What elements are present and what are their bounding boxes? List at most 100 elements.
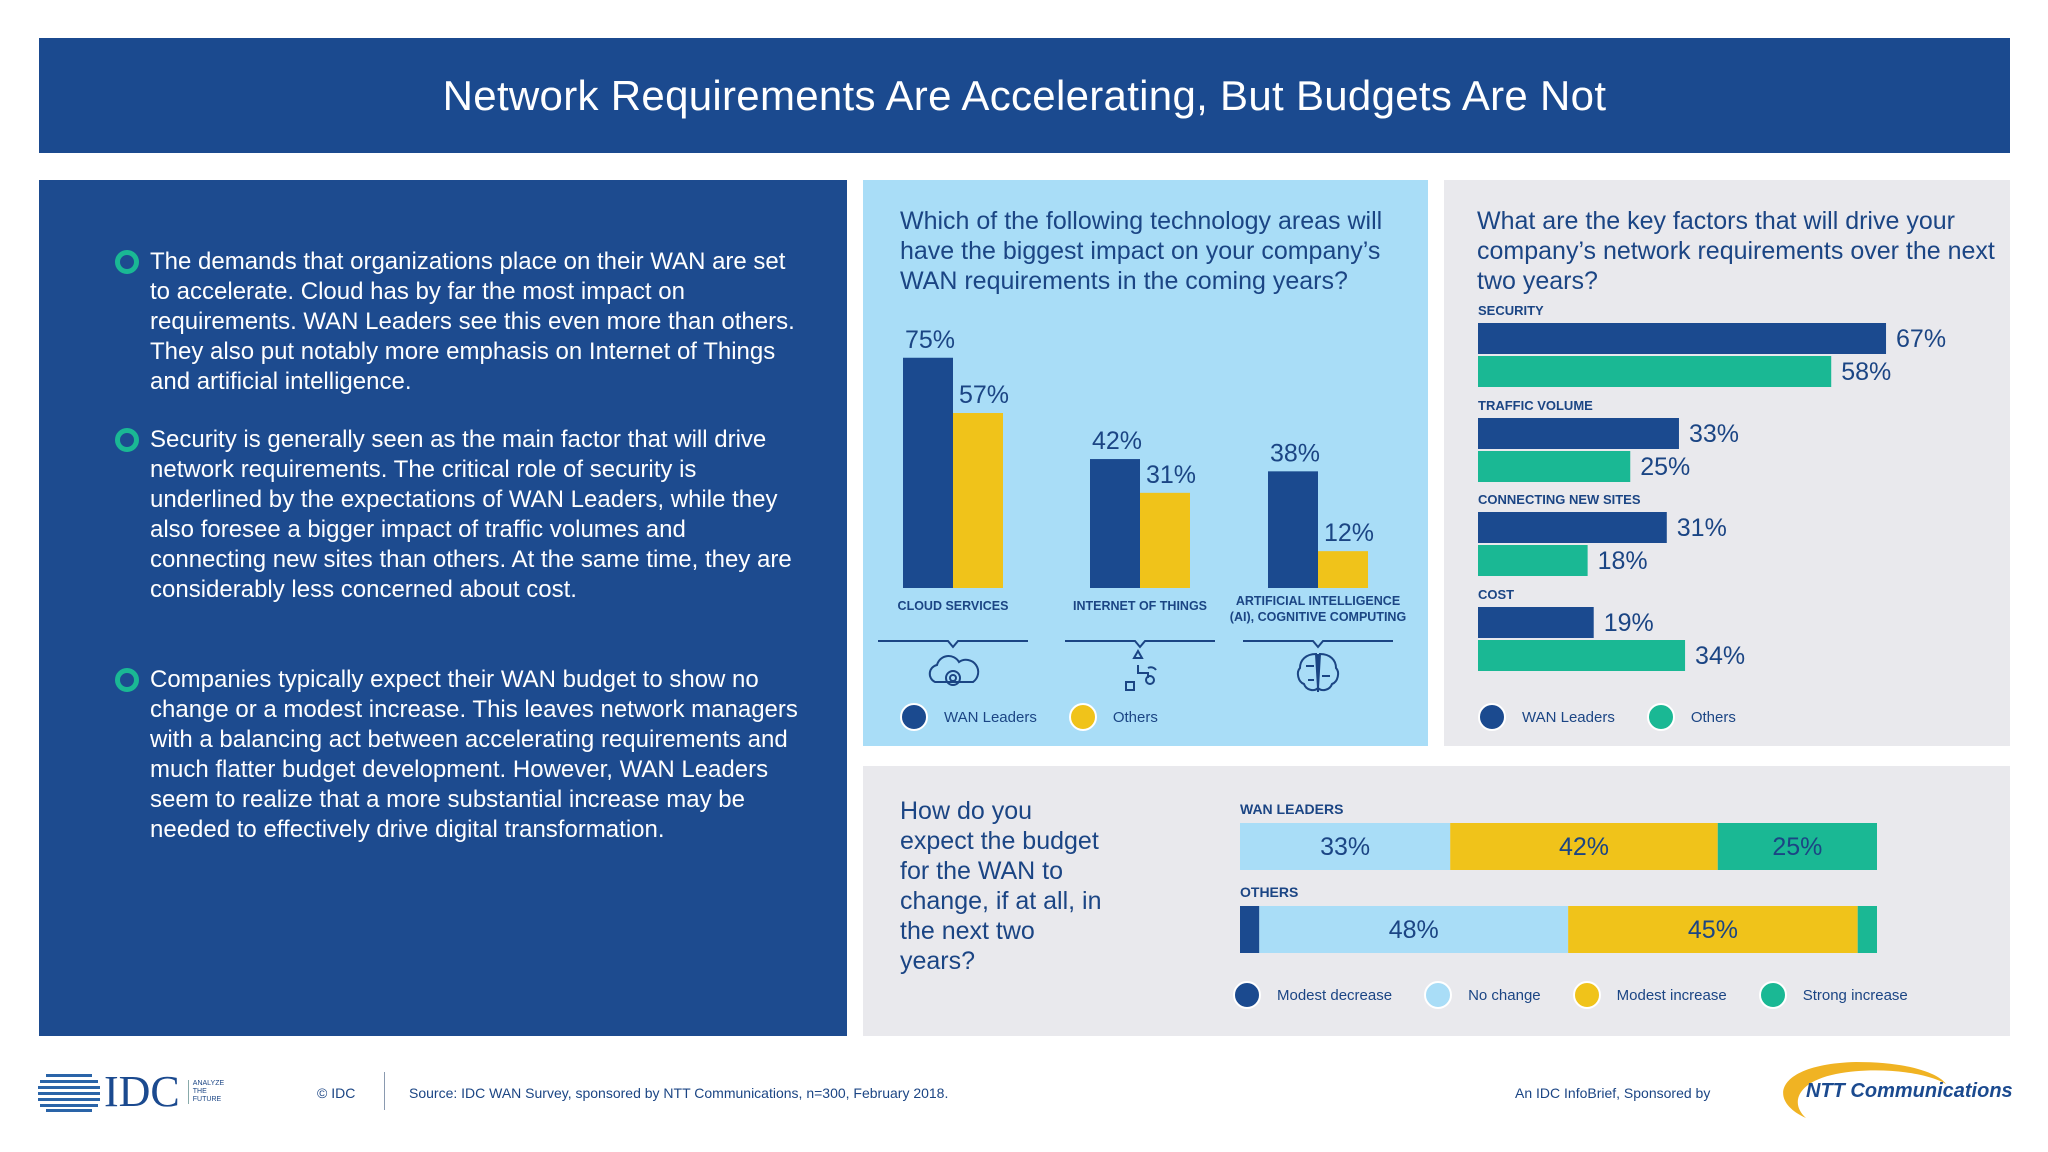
copyright: © IDC (317, 1085, 356, 1101)
bar (1268, 471, 1318, 588)
legend-label: Others (1690, 708, 1736, 726)
summary-text: The demands that organizations place on … (150, 248, 795, 395)
bar (1478, 323, 1887, 354)
gear-hub (949, 674, 957, 682)
legend-swatch (1068, 703, 1097, 731)
legend-label: WAN Leaders (1522, 708, 1615, 726)
bar-value-label: 75% (905, 326, 955, 354)
bar-segment (1568, 906, 1858, 953)
segment-value-label: 45% (1688, 916, 1738, 944)
category-label: (AI), COGNITIVE COMPUTING (1230, 610, 1406, 624)
legend-swatch (900, 703, 928, 731)
category-label: SECURITY (1478, 303, 1544, 318)
summary-panel: The demands that organizations place on … (39, 180, 847, 1036)
category-label: COST (1478, 587, 1514, 602)
legend-item: WAN Leaders (900, 703, 1037, 731)
bar-segment (1717, 823, 1877, 870)
segment-value-label: 42% (1559, 833, 1609, 861)
category-label: INTERNET OF THINGS (1073, 599, 1207, 613)
segment-value-label: 48% (1389, 916, 1439, 944)
bar-segment (1259, 906, 1569, 953)
sensor-shape (1145, 675, 1155, 685)
legend-item: Modest decrease (1233, 981, 1392, 1009)
bar (953, 413, 1003, 588)
ntt-arc-icon (1783, 1062, 1946, 1118)
legend-label: No change (1468, 986, 1541, 1004)
budget-panel: How do you expect the budget for the WAN… (863, 766, 2010, 1036)
factors-bar-chart: SECURITY 67%58% TRAFFIC VOLUME 33% 25% CONNEC… (1478, 303, 1946, 671)
bar-segment (1857, 906, 1877, 953)
legend-item: Modest increase (1572, 981, 1727, 1009)
bar (1318, 551, 1368, 588)
ntt-logo-text: NTT Communications (1806, 1080, 2013, 1102)
sponsor-text: An IDC InfoBrief, Sponsored by (1515, 1085, 1711, 1101)
legend-swatch (1646, 703, 1675, 731)
legend-label: Modest decrease (1277, 986, 1393, 1004)
bar (1478, 512, 1667, 543)
bar-value-label: 42% (1092, 427, 1142, 455)
bar (1478, 607, 1594, 638)
category-label: CLOUD SERVICES (898, 599, 1009, 613)
cloud-shape (928, 655, 980, 683)
legend: WAN Leaders Others (900, 703, 1190, 731)
bar (1478, 640, 1686, 671)
legend: WAN Leaders Others (1478, 703, 1768, 731)
legend-label: Strong increase (1802, 986, 1908, 1004)
category-bracket (1243, 640, 1393, 649)
bar-value-label: 57% (959, 381, 1009, 409)
category-label: OTHERS (1240, 884, 1298, 900)
legend-item: No change (1424, 981, 1541, 1009)
legend-label: Modest increase (1616, 986, 1727, 1004)
legend: Modest decrease No change Modest increas… (1233, 981, 1940, 1009)
key-factors-panel: What are the key factors that will drive… (1444, 180, 2010, 746)
bar-segment (1450, 823, 1718, 870)
bar (1140, 492, 1190, 588)
divider (384, 1072, 385, 1110)
bar (1478, 356, 1832, 387)
brain-shape (1296, 652, 1340, 692)
idc-logo: IDC ANALYZE THE FUTURE (38, 1067, 228, 1116)
bar-value-label: 19% (1604, 609, 1654, 637)
iot-shape (1125, 648, 1149, 691)
category-label: WAN LEADERS (1240, 801, 1343, 817)
bullet-circle-icon (115, 428, 139, 452)
footer: IDC ANALYZE THE FUTURE © IDC Source: IDC… (0, 1060, 2048, 1130)
bar-value-label: 18% (1598, 547, 1648, 575)
bar-segment (1240, 823, 1451, 870)
bar (903, 357, 953, 588)
idc-globe-icon (38, 1074, 100, 1112)
legend-item: Others (1646, 703, 1736, 731)
category-label: CONNECTING NEW SITES (1478, 492, 1641, 507)
title-bar: Network Requirements Are Accelerating, B… (39, 38, 2010, 153)
legend-swatch (1758, 981, 1787, 1009)
chart-question: How do you expect the budget for the WAN… (900, 797, 1102, 975)
bar-value-label: 67% (1896, 325, 1946, 353)
legend-item: Others (1068, 703, 1158, 731)
chart-question: Which of the following technology areas … (900, 207, 1383, 295)
bar-segment (1240, 906, 1260, 953)
page-title: Network Requirements Are Accelerating, B… (442, 71, 1607, 119)
brain-circuit-icon (1296, 652, 1340, 692)
bullet-circle-icon (115, 668, 139, 692)
bar (1478, 545, 1588, 576)
bullet-circle-icon (115, 250, 139, 274)
bar (1478, 451, 1631, 482)
bar-value-label: 38% (1270, 439, 1320, 467)
iot-devices-icon (1125, 648, 1157, 691)
summary-text: Companies typically expect their WAN bud… (150, 666, 798, 843)
bar-value-label: 12% (1324, 519, 1374, 547)
bar (1478, 418, 1679, 449)
idc-tagline: ANALYZE THE FUTURE (187, 1080, 228, 1104)
category-label: ARTIFICIAL INTELLIGENCE (1236, 594, 1400, 608)
bar-value-label: 25% (1640, 453, 1690, 481)
idc-logo-text: IDC (104, 1067, 180, 1116)
segment-value-label: 33% (1320, 833, 1370, 861)
budget-stacked-chart: WAN LEADERS 33% 42% 25% OTHERS 48% 45% (1240, 801, 1877, 953)
bar-value-label: 31% (1677, 514, 1727, 542)
technology-bar-chart: 75%57% CLOUD SERVICES 42%31% INTERNET OF TH… (878, 326, 1406, 692)
category-bracket (878, 640, 1028, 649)
bar-value-label: 58% (1841, 358, 1891, 386)
gear-shape (945, 670, 961, 686)
bar-value-label: 33% (1689, 420, 1739, 448)
legend-item: WAN Leaders (1478, 703, 1615, 731)
